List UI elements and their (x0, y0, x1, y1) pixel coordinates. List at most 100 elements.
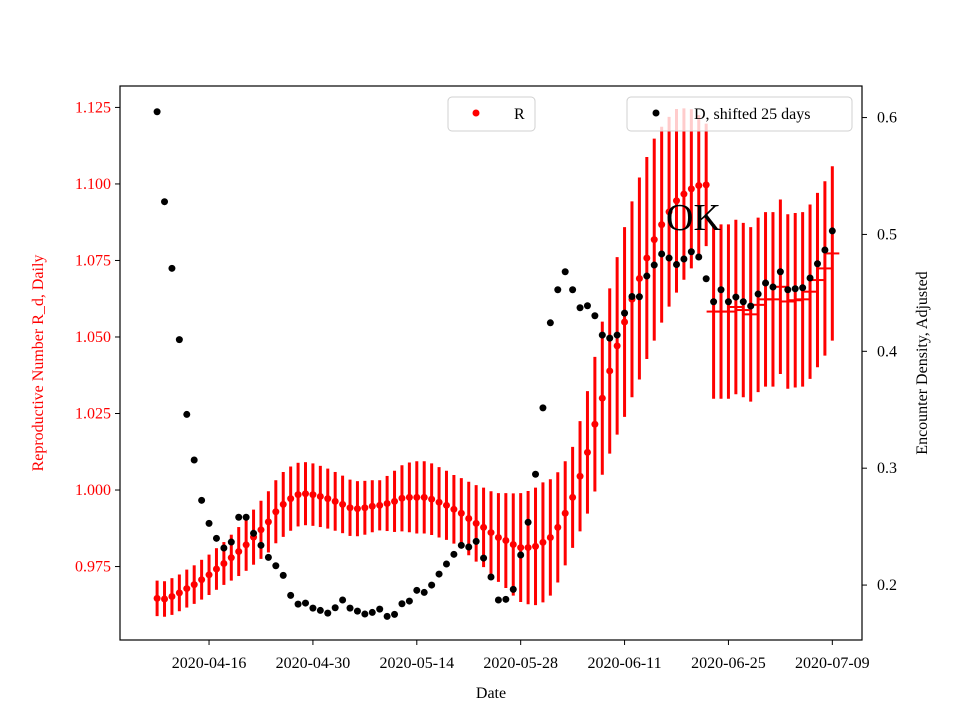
d-point (732, 293, 740, 301)
d-point (776, 268, 784, 276)
d-point (539, 404, 547, 412)
r-point (183, 585, 191, 593)
d-point (465, 543, 473, 551)
r-point (198, 576, 206, 584)
r-point (635, 275, 643, 283)
r-point (287, 495, 295, 503)
r-point (546, 533, 554, 541)
d-point (791, 285, 799, 293)
d-point (442, 560, 450, 568)
d-point (331, 604, 339, 612)
r-point (702, 181, 710, 189)
x-tick-label: 2020-04-16 (172, 655, 247, 672)
r-point (175, 589, 183, 597)
r-point (480, 523, 488, 531)
r-point (695, 181, 703, 189)
y-left-tick-label: 0.975 (75, 559, 111, 576)
r-point (242, 541, 250, 549)
r-point (339, 500, 347, 508)
d-point (309, 604, 317, 612)
x-tick-label: 2020-07-09 (795, 655, 870, 672)
r-point (279, 500, 287, 508)
d-point (212, 534, 220, 542)
y-left-tick-label: 1.050 (75, 329, 111, 346)
r-point (405, 493, 413, 501)
d-point (754, 290, 762, 298)
d-point (175, 336, 183, 344)
r-point (227, 554, 235, 562)
r-point (294, 491, 302, 499)
r-point (643, 254, 651, 262)
d-point (673, 260, 680, 268)
x-tick-label: 2020-05-14 (379, 655, 454, 672)
r-point (316, 492, 324, 500)
r-point (658, 221, 666, 229)
d-point (428, 581, 436, 589)
d-point (287, 591, 295, 599)
d-point (391, 610, 399, 618)
d-point (710, 298, 718, 306)
d-point (665, 254, 673, 262)
legend-r-marker (472, 109, 480, 117)
r-point (509, 541, 517, 549)
d-point (376, 605, 384, 613)
legend-d-label: D, shifted 25 days (694, 106, 810, 123)
d-point (413, 586, 421, 594)
r-point (212, 565, 220, 573)
r-point (153, 594, 161, 602)
d-point (799, 284, 807, 292)
r-point (502, 537, 510, 545)
r-point (613, 342, 621, 350)
y-axis-left-label: Reproductive Number R_d, Daily (30, 255, 47, 472)
r-point (346, 504, 354, 512)
x-tick-label: 2020-05-28 (483, 655, 558, 672)
d-point (583, 302, 591, 310)
d-point (650, 261, 658, 269)
r-point (257, 526, 265, 534)
annotation-ok: OK (666, 197, 721, 239)
d-point (494, 596, 502, 604)
d-point (235, 513, 243, 521)
d-point (294, 600, 302, 608)
d-point (153, 108, 161, 116)
r-point (583, 448, 591, 456)
r-point (376, 501, 384, 509)
r-point (413, 493, 421, 501)
y-axis-right: 0.2 0.3 0.4 0.5 0.6 (862, 110, 897, 594)
r-point (457, 509, 465, 517)
d-point (724, 298, 732, 306)
d-point (532, 470, 540, 478)
y-axis-left: 0.975 1.000 1.025 1.050 1.075 1.100 1.125 (75, 99, 120, 576)
y-left-tick-label: 1.125 (75, 99, 111, 116)
y-axis-right-label: Encounter Density, Adjusted (914, 271, 931, 454)
d-point (821, 246, 829, 254)
d-point (279, 571, 287, 579)
r-point (428, 495, 436, 503)
x-axis: 2020-04-16 2020-04-30 2020-05-14 2020-05-28… (172, 640, 870, 672)
r-point (621, 318, 629, 326)
d-point (405, 597, 413, 605)
r-point (472, 519, 480, 527)
d-point (784, 286, 792, 294)
r-point (168, 593, 176, 601)
r-point (569, 493, 577, 501)
r-point (539, 538, 547, 546)
r-point (398, 494, 406, 502)
d-point (658, 250, 666, 258)
r-point (487, 529, 495, 537)
d-point (687, 248, 695, 256)
r-point (272, 508, 280, 516)
d-point (472, 537, 480, 545)
r-point (220, 559, 228, 567)
r-point (687, 185, 695, 193)
d-point (198, 496, 206, 504)
r-point (264, 518, 272, 526)
d-point (813, 260, 821, 268)
d-point (205, 519, 213, 527)
d-point (606, 334, 614, 342)
d-point (561, 268, 569, 276)
d-point (168, 264, 176, 272)
d-point (339, 596, 347, 604)
r-point (190, 581, 198, 589)
d-point (272, 562, 280, 570)
